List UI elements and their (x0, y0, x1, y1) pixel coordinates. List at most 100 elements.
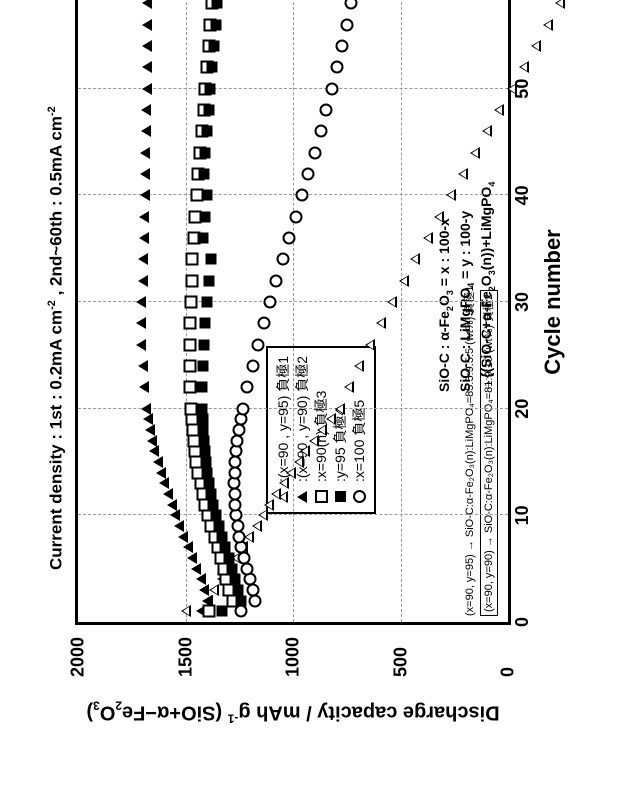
data-point (167, 499, 177, 511)
data-point (149, 445, 159, 457)
data-point (141, 104, 151, 116)
y-tick: 2000 (68, 637, 89, 677)
data-point (208, 41, 219, 52)
data-point (314, 125, 327, 138)
data-point (246, 360, 259, 373)
data-point (139, 381, 149, 393)
x-tick: 10 (512, 505, 533, 525)
data-point (187, 552, 197, 564)
data-point (198, 425, 209, 436)
plot-area: Discharge capacity / mAh g-1 (SiO+α−Fe2O… (75, 0, 511, 625)
data-point (482, 125, 492, 137)
data-point (340, 18, 353, 31)
data-point (252, 338, 265, 351)
data-point (494, 104, 504, 116)
data-point (204, 478, 215, 489)
data-point (186, 253, 199, 266)
data-point (233, 585, 244, 596)
data-point (335, 403, 345, 415)
chart-title: Current density : 1st : 0.2mA cm-2 , 2nd… (46, 106, 67, 570)
data-point (184, 402, 197, 415)
data-point (202, 297, 213, 308)
data-point (241, 381, 254, 394)
y-tick: 500 (390, 647, 411, 677)
data-point (294, 456, 304, 468)
data-point (199, 446, 210, 457)
data-point (184, 381, 197, 394)
data-point (197, 382, 208, 393)
legend-label: :x=100 負極5 (350, 400, 369, 482)
data-point (229, 574, 240, 585)
data-point (198, 435, 209, 446)
data-point (141, 403, 151, 415)
data-point (178, 531, 188, 543)
data-point (141, 125, 151, 137)
data-point (271, 488, 281, 500)
y-axis-label: Discharge capacity / mAh g-1 (SiO+α−Fe2O… (86, 699, 499, 726)
data-point (140, 168, 150, 180)
data-point (434, 211, 444, 223)
data-point (143, 413, 153, 425)
data-point (196, 573, 206, 585)
data-point (183, 338, 196, 351)
data-point (410, 253, 420, 265)
data-point (210, 510, 221, 521)
data-point (365, 339, 375, 351)
y-tick: 1000 (283, 637, 304, 677)
data-point (145, 424, 155, 436)
data-point (543, 19, 553, 31)
data-point (317, 424, 327, 436)
data-point (142, 0, 152, 9)
legend-row: :y=95 負極4 (331, 356, 350, 504)
data-point (140, 189, 150, 201)
legend-row: :x=100 負極5 (350, 356, 369, 504)
data-point (309, 435, 319, 447)
data-point (283, 232, 296, 245)
data-point (204, 275, 215, 286)
chart-rotated-container: Current density : 1st : 0.2mA cm-2 , 2nd… (40, 85, 600, 725)
data-point (208, 499, 219, 510)
data-point (423, 232, 433, 244)
data-point (153, 456, 163, 468)
data-point (376, 317, 386, 329)
data-point (354, 360, 364, 372)
page: Current density : 1st : 0.2mA cm-2 , 2nd… (0, 0, 640, 810)
data-point (200, 318, 211, 329)
data-point (136, 339, 146, 351)
data-point (236, 402, 249, 415)
data-point (210, 19, 221, 30)
data-point (205, 83, 216, 94)
data-point (325, 82, 338, 95)
data-point (206, 489, 217, 500)
data-point (199, 211, 210, 222)
data-point (159, 477, 169, 489)
data-point (197, 414, 208, 425)
data-point (142, 19, 152, 31)
data-point (185, 274, 198, 287)
data-point (199, 584, 209, 596)
data-point (202, 467, 213, 478)
data-point (202, 126, 213, 137)
data-point (446, 189, 456, 201)
data-point (142, 61, 152, 73)
x-tick: 30 (512, 292, 533, 312)
data-point (200, 147, 211, 158)
data-point (296, 189, 309, 202)
data-point (140, 147, 150, 159)
data-point (320, 104, 333, 117)
data-point (139, 211, 149, 223)
data-point (212, 0, 223, 9)
composition-line-1: (x=90, y=95) → SiO-C:α-Fe₂O₃(n):LiMgPO₄=… (463, 286, 477, 616)
data-point (226, 563, 237, 574)
data-point (235, 605, 248, 618)
data-point (308, 146, 321, 159)
data-point (138, 275, 148, 287)
data-point (136, 317, 146, 329)
legend-label: :(x=90 , y=95) 負極1 (274, 356, 293, 482)
data-point (302, 168, 315, 181)
data-point (217, 531, 228, 542)
data-point (183, 360, 196, 373)
data-point (276, 253, 289, 266)
data-point (183, 541, 193, 553)
data-point (286, 467, 296, 479)
